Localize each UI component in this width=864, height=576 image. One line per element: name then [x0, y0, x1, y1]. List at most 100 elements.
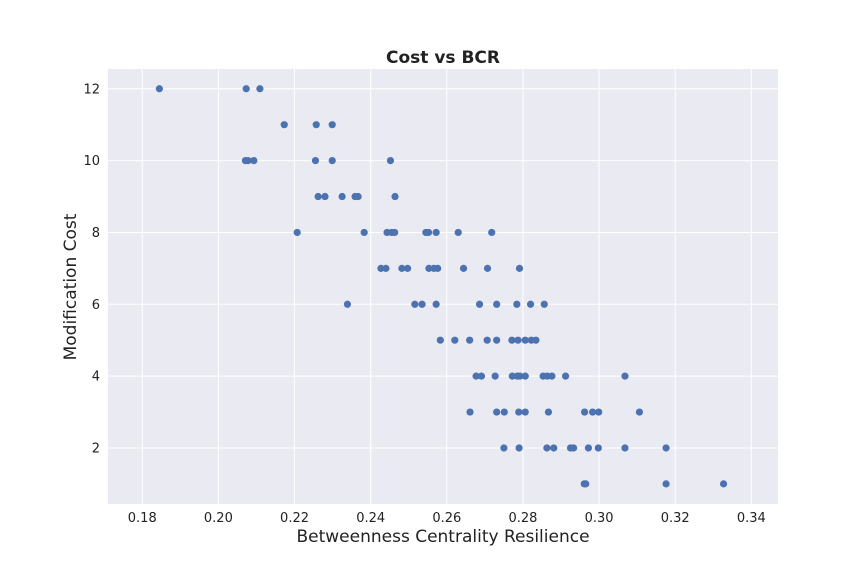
data-point: [434, 264, 442, 272]
x-axis-label: Betweenness Centrality Resilience: [296, 527, 589, 547]
data-point: [477, 372, 486, 380]
data-point: [515, 444, 523, 452]
data-point: [483, 264, 492, 272]
y-tick-label: 2: [92, 441, 100, 456]
data-point: [398, 264, 406, 272]
data-point: [581, 408, 589, 416]
data-point: [242, 85, 250, 93]
y-tick-label: 12: [83, 82, 100, 97]
x-tick-labels: 0.18 0.20 0.22 0.24 0.26 0.28 0.30 0.32 0.34: [128, 511, 766, 526]
data-point: [544, 408, 553, 416]
data-point: [488, 228, 496, 237]
y-tick-label: 8: [92, 226, 100, 241]
data-point: [328, 156, 336, 165]
data-point: [508, 372, 516, 380]
data-point: [155, 85, 163, 93]
data-point: [493, 300, 501, 308]
data-point: [493, 336, 501, 344]
data-point: [391, 192, 399, 201]
data-point: [411, 300, 419, 308]
y-tick-label: 6: [92, 298, 100, 313]
data-point: [515, 264, 524, 272]
data-point: [635, 408, 644, 416]
data-point: [311, 156, 320, 165]
data-point: [250, 156, 258, 165]
data-point: [662, 480, 670, 488]
data-point: [595, 408, 603, 416]
x-tick-label: 0.32: [661, 511, 690, 526]
y-tick-label: 4: [92, 370, 100, 385]
data-point: [662, 444, 670, 452]
x-tick-label: 0.28: [508, 511, 537, 526]
chart-title: Cost vs BCR: [386, 48, 500, 68]
data-point: [454, 228, 462, 237]
data-points: [155, 85, 728, 488]
data-point: [540, 300, 548, 308]
data-point: [621, 372, 629, 380]
data-point: [377, 264, 385, 272]
data-point: [466, 408, 474, 416]
data-point: [500, 444, 508, 452]
data-point: [543, 444, 551, 452]
data-point: [418, 300, 426, 308]
data-point: [483, 336, 491, 344]
data-point: [244, 156, 252, 165]
data-point: [338, 192, 346, 201]
data-point: [561, 372, 570, 380]
data-point: [293, 228, 301, 237]
x-tick-label: 0.26: [432, 511, 461, 526]
grid-lines: [108, 69, 778, 504]
data-point: [521, 336, 529, 344]
data-point: [500, 408, 508, 416]
data-point: [432, 228, 440, 237]
data-point: [532, 336, 540, 344]
plot-area: [108, 69, 778, 504]
data-point: [493, 408, 501, 416]
data-point: [569, 444, 578, 452]
data-point: [719, 480, 728, 488]
y-tick-labels: 2 4 6 8 10 12: [83, 82, 100, 456]
data-point: [472, 372, 480, 380]
data-point: [436, 336, 444, 344]
data-point: [513, 300, 521, 308]
y-axis-label: Modification Cost: [61, 213, 81, 360]
data-point: [491, 372, 499, 380]
data-point: [584, 444, 593, 452]
data-point: [328, 121, 336, 129]
data-point: [466, 336, 474, 344]
data-point: [256, 85, 264, 93]
x-tick-label: 0.30: [585, 511, 614, 526]
data-point: [516, 372, 524, 380]
data-point: [589, 408, 597, 416]
data-point: [280, 121, 288, 129]
x-tick-label: 0.24: [356, 511, 385, 526]
data-point: [343, 300, 352, 308]
data-point: [508, 336, 516, 344]
data-point: [403, 264, 412, 272]
data-point: [475, 300, 484, 308]
data-point: [514, 336, 522, 344]
data-point: [321, 192, 329, 201]
data-point: [521, 408, 529, 416]
data-point: [526, 300, 535, 308]
data-point: [451, 336, 459, 344]
data-point: [425, 264, 433, 272]
data-point: [354, 192, 362, 201]
x-tick-label: 0.34: [737, 511, 766, 526]
data-point: [548, 372, 556, 380]
data-point: [621, 444, 629, 452]
data-point: [386, 156, 395, 165]
data-point: [360, 228, 368, 237]
data-point: [550, 444, 558, 452]
data-point: [594, 444, 602, 452]
x-tick-label: 0.22: [280, 511, 309, 526]
data-point: [459, 264, 468, 272]
x-tick-label: 0.20: [204, 511, 233, 526]
data-point: [391, 228, 399, 237]
x-tick-label: 0.18: [128, 511, 157, 526]
data-point: [515, 408, 523, 416]
y-tick-label: 10: [83, 154, 100, 169]
data-point: [314, 192, 322, 201]
data-point: [521, 372, 529, 380]
